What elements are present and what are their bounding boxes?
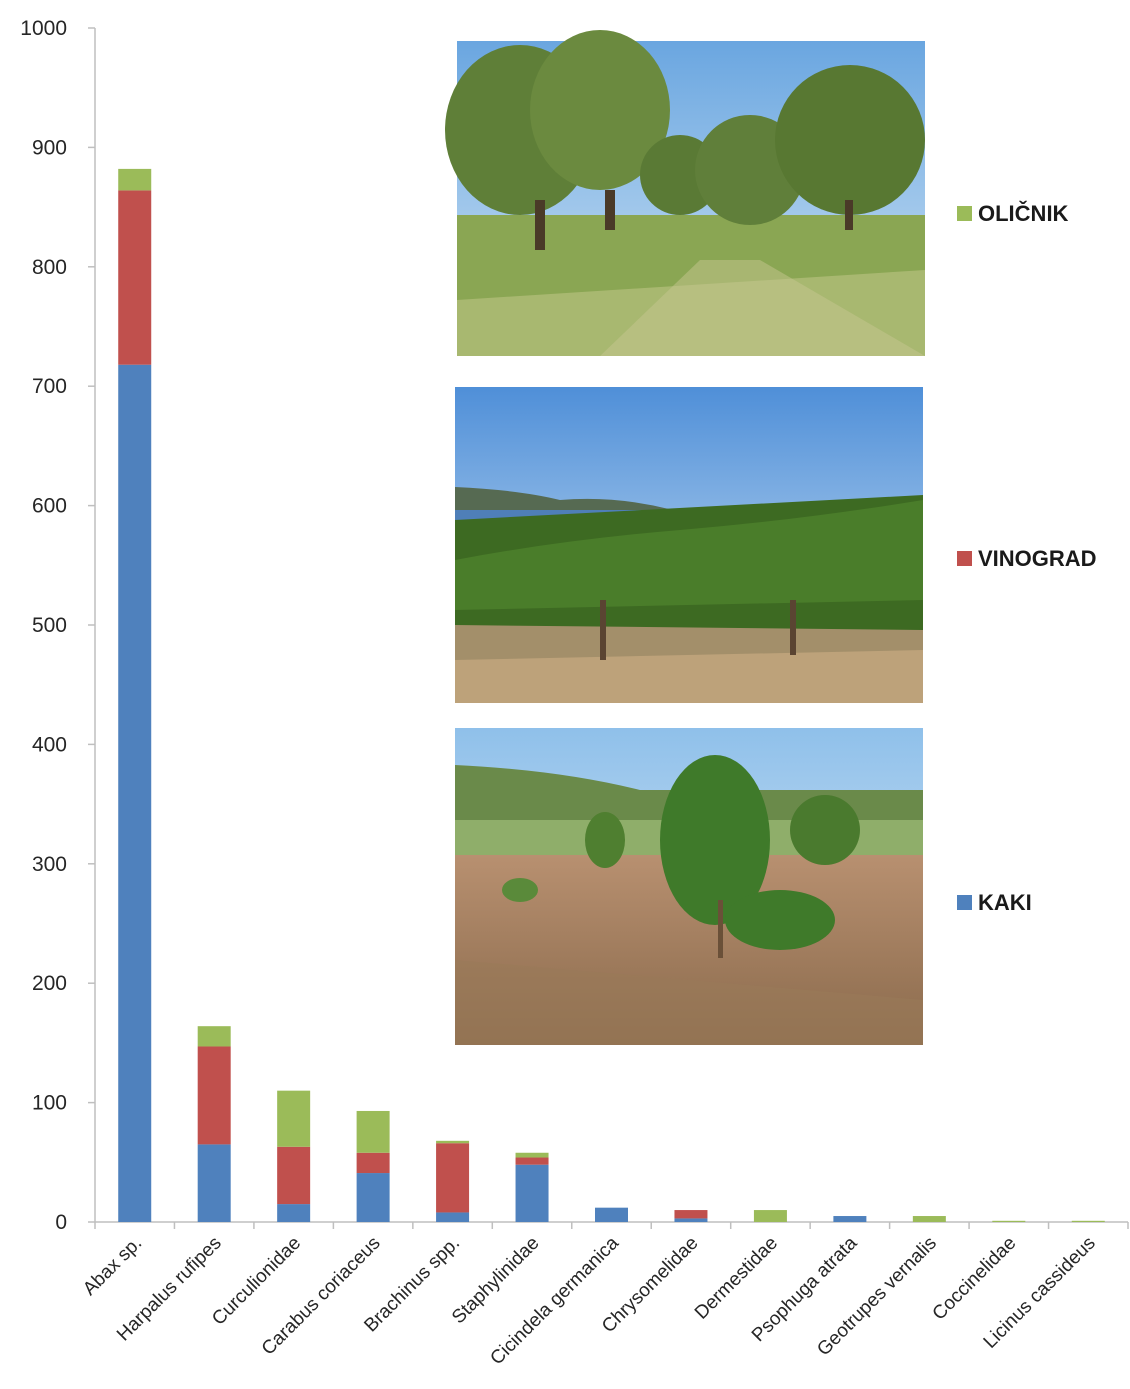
y-tick-label: 200 — [32, 972, 67, 995]
y-tick-label: 500 — [32, 614, 67, 637]
bar-segment-kaki — [674, 1218, 708, 1222]
bar-segment-oličnik — [277, 1090, 311, 1147]
bar-segment-oličnik — [753, 1210, 787, 1222]
bar-segment-oličnik — [912, 1216, 946, 1222]
bar-segment-oličnik — [197, 1026, 231, 1047]
y-tick-label: 900 — [32, 136, 67, 159]
bar-segment-oličnik — [436, 1140, 470, 1144]
legend-item-vinograd: VINOGRAD — [957, 546, 1097, 571]
bar-segment-vinograd — [674, 1210, 708, 1219]
x-tick-label: Cicindela germanica — [486, 1232, 623, 1369]
y-tick-label: 800 — [32, 256, 67, 279]
bar-segment-oličnik — [356, 1110, 390, 1153]
bar-segment-kaki — [118, 364, 152, 1222]
bar-segment-oličnik — [118, 168, 152, 191]
bars — [118, 168, 1105, 1222]
olive-grove-photo — [445, 30, 925, 356]
y-tick-label: 700 — [32, 375, 67, 398]
legend-label-olicnik: OLIČNIK — [978, 201, 1069, 226]
bar-segment-kaki — [356, 1173, 390, 1222]
bar-segment-kaki — [833, 1216, 867, 1222]
legend: OLIČNIK VINOGRAD KAKI — [957, 201, 1097, 915]
bar-segment-oličnik — [992, 1220, 1026, 1222]
bar-segment-oličnik — [515, 1152, 549, 1158]
bar-segment-vinograd — [515, 1157, 549, 1165]
x-tick-label: Abax sp. — [79, 1233, 146, 1300]
x-axis-labels: Abax sp.Harpalus rufipesCurculionidaeCar… — [79, 1232, 1100, 1369]
legend-swatch-kaki — [957, 895, 972, 910]
bar-segment-kaki — [197, 1144, 231, 1222]
y-tick-label: 400 — [32, 733, 67, 756]
legend-swatch-olicnik — [957, 206, 972, 221]
bar-segment-oličnik — [1071, 1220, 1105, 1222]
bar-segment-vinograd — [118, 190, 152, 365]
bar-segment-vinograd — [197, 1046, 231, 1145]
y-tick-label: 1000 — [20, 17, 67, 40]
bar-segment-vinograd — [277, 1146, 311, 1205]
legend-item-kaki: KAKI — [957, 890, 1032, 915]
legend-item-olicnik: OLIČNIK — [957, 201, 1069, 226]
axes: 0 100 200 300 400 500 600 700 800 900 1000 — [20, 17, 1129, 1234]
legend-swatch-vinograd — [957, 551, 972, 566]
vineyard-photo — [455, 387, 923, 703]
legend-label-vinograd: VINOGRAD — [978, 546, 1097, 571]
bar-segment-kaki — [515, 1164, 549, 1222]
bar-segment-kaki — [277, 1204, 311, 1222]
y-tick-label: 0 — [55, 1211, 67, 1234]
legend-label-kaki: KAKI — [978, 890, 1032, 915]
bar-segment-vinograd — [356, 1152, 390, 1174]
persimmon-orchard-photo — [455, 728, 923, 1045]
bar-segment-kaki — [595, 1207, 628, 1222]
bar-segment-kaki — [436, 1212, 470, 1222]
y-tick-label: 300 — [32, 853, 67, 876]
y-tick-label: 100 — [32, 1092, 67, 1115]
y-tick-label: 600 — [32, 495, 67, 518]
bar-segment-vinograd — [436, 1143, 470, 1213]
